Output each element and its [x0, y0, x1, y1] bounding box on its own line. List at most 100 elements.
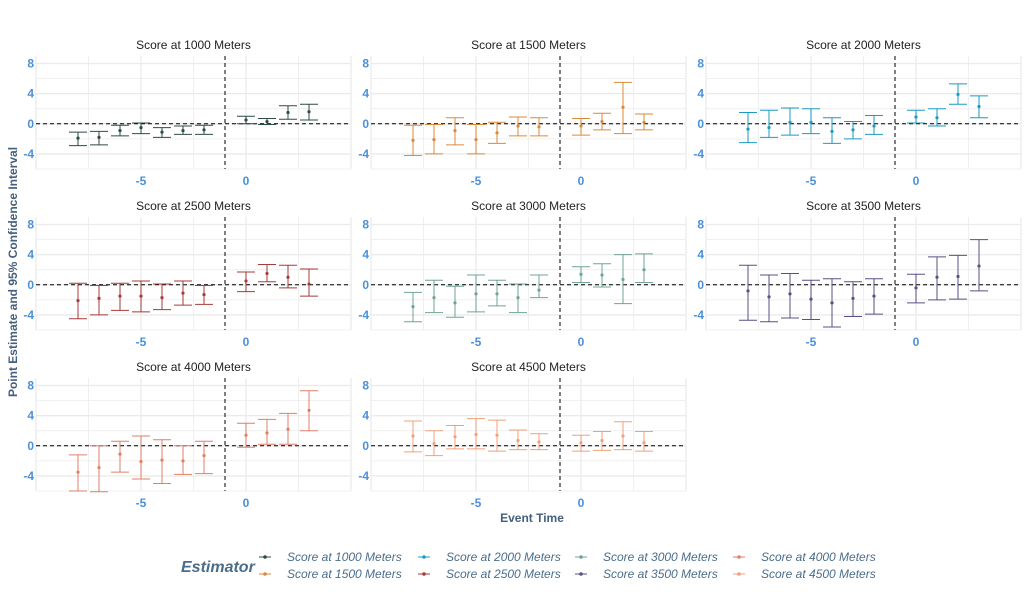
facet-panel: Score at 3000 Meters -4 0 4 8 -5 0 [358, 199, 687, 349]
error-bar [279, 105, 297, 120]
error-bar [488, 419, 506, 452]
y-tick-label: 4 [362, 248, 369, 262]
point-estimate [600, 119, 604, 124]
y-axis-label: Point Estimate and 95% Confidence Interv… [6, 147, 20, 397]
error-bar [467, 418, 485, 450]
y-tick-label: -4 [23, 147, 34, 161]
legend-key-point [579, 555, 583, 559]
error-bar [509, 429, 527, 451]
point-estimate [432, 138, 436, 142]
point-estimate [872, 294, 876, 298]
point-estimate [516, 438, 520, 443]
point-estimate [265, 119, 269, 124]
point-estimate [474, 138, 478, 142]
x-tick-label: 0 [578, 496, 585, 510]
facet-panel: Score at 3500 Meters -4 0 4 8 -5 0 [693, 199, 1022, 349]
y-tick-label: 4 [27, 409, 34, 423]
point-estimate [453, 128, 457, 133]
point-estimate [97, 296, 101, 300]
y-tick-label: 4 [362, 87, 369, 101]
point-estimate [76, 299, 80, 303]
x-tick-label: -5 [471, 496, 482, 510]
x-tick-label: -5 [806, 335, 817, 349]
point-estimate [516, 124, 520, 128]
point-estimate [642, 441, 646, 445]
error-bar [928, 108, 946, 127]
x-tick-label: -5 [471, 174, 482, 188]
y-tick-label: 0 [362, 117, 369, 131]
x-tick-label: 0 [243, 335, 250, 349]
point-estimate [181, 128, 185, 133]
error-bar [635, 430, 653, 452]
error-bar [237, 271, 255, 293]
error-bar [614, 421, 632, 451]
point-estimate [118, 294, 122, 298]
x-tick-label: -5 [136, 174, 147, 188]
facet-panel: Score at 1000 Meters -4 0 4 8 -5 0 [23, 38, 352, 188]
error-bar [593, 112, 611, 131]
error-bar [635, 253, 653, 284]
error-bar [949, 254, 967, 300]
y-tick-label: -4 [23, 469, 34, 483]
y-tick-label: -4 [693, 147, 704, 161]
point-estimate [767, 295, 771, 299]
y-tick-label: -4 [693, 308, 704, 322]
error-bar [572, 266, 590, 284]
legend-item: Score at 1000 Meters [259, 550, 402, 564]
legend-label: Score at 4500 Meters [761, 567, 876, 581]
error-bar [258, 263, 276, 283]
error-bar [195, 440, 213, 475]
legend-key-point [737, 555, 741, 559]
y-tick-label: 0 [27, 439, 34, 453]
y-tick-label: 4 [697, 248, 704, 262]
point-estimate [244, 118, 248, 122]
facet-panel: Score at 4500 Meters -4 0 4 8 -5 0 [358, 360, 687, 510]
error-bar [949, 83, 967, 105]
error-bar [802, 279, 820, 320]
legend-label: Score at 3500 Meters [603, 567, 718, 581]
legend-label: Score at 4000 Meters [761, 550, 876, 564]
error-bar [258, 118, 276, 126]
x-tick-label: -5 [136, 496, 147, 510]
y-tick-label: -4 [23, 308, 34, 322]
error-bar [865, 115, 883, 135]
error-bar [593, 263, 611, 288]
point-estimate [495, 433, 499, 437]
error-bar [69, 454, 87, 492]
error-bar [781, 107, 799, 136]
legend-label: Score at 3000 Meters [603, 550, 718, 564]
panel-title: Score at 4000 Meters [136, 360, 251, 374]
legend-item: Score at 2000 Meters [418, 550, 561, 564]
error-bar [404, 124, 422, 156]
error-bar [614, 81, 632, 135]
point-estimate [286, 427, 290, 431]
facet-panel: Score at 2000 Meters -4 0 4 8 -5 0 [693, 38, 1022, 188]
y-tick-label: 8 [697, 57, 704, 71]
point-estimate [746, 127, 750, 131]
legend-key-point [263, 572, 267, 576]
error-bar [174, 445, 192, 475]
x-tick-label: 0 [243, 174, 250, 188]
error-bar [844, 121, 862, 140]
x-tick-label: 0 [913, 174, 920, 188]
y-tick-label: 8 [27, 379, 34, 393]
y-tick-label: 4 [27, 87, 34, 101]
point-estimate [830, 301, 834, 305]
point-estimate [746, 289, 750, 293]
error-bar [614, 254, 632, 305]
error-bar [739, 264, 757, 321]
error-bar [446, 117, 464, 146]
x-tick-label: 0 [578, 335, 585, 349]
point-estimate [956, 274, 960, 279]
point-estimate [600, 438, 604, 443]
point-estimate [956, 92, 960, 97]
panel-title: Score at 1000 Meters [136, 38, 251, 52]
y-tick-label: 0 [362, 439, 369, 453]
panel-title: Score at 3500 Meters [806, 199, 921, 213]
legend-title: Estimator [181, 559, 256, 576]
point-estimate [935, 275, 939, 279]
point-estimate [307, 408, 311, 412]
error-bar [823, 278, 841, 328]
y-tick-label: 0 [697, 117, 704, 131]
